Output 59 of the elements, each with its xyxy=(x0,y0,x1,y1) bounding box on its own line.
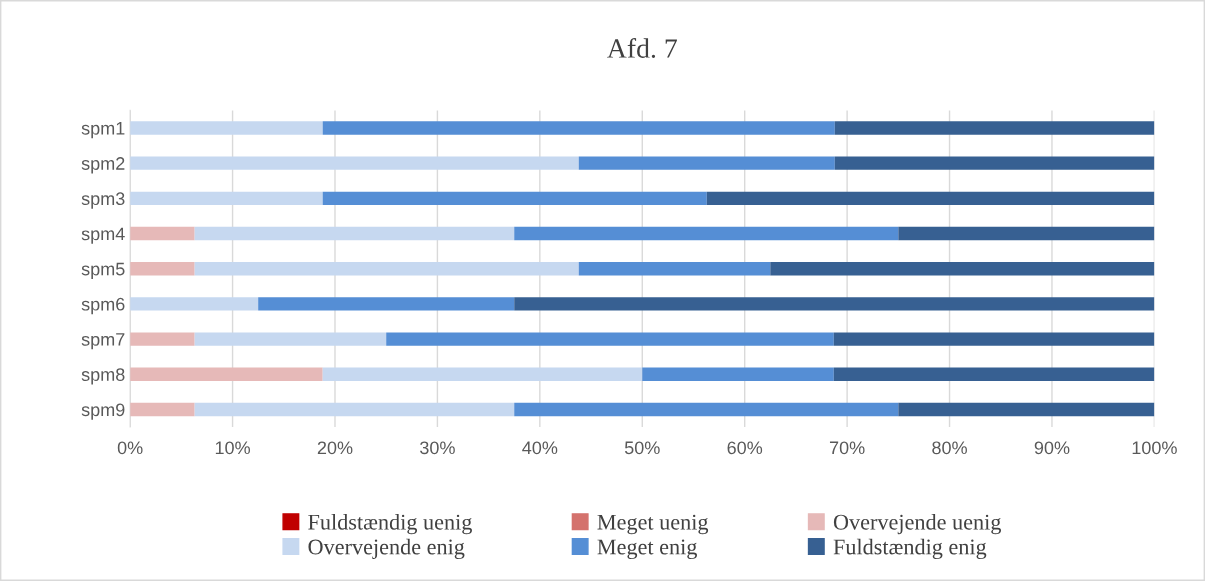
x-tick-label: 0% xyxy=(117,441,143,455)
x-tick-label: 100% xyxy=(1132,441,1177,455)
y-tick-label: spm7 xyxy=(81,333,125,350)
bar xyxy=(514,402,899,417)
bar xyxy=(833,367,1155,381)
bar xyxy=(706,191,1155,206)
bar xyxy=(130,121,323,135)
bar xyxy=(194,332,387,346)
bar xyxy=(898,402,1155,417)
bar xyxy=(833,332,1155,346)
bar xyxy=(322,191,707,206)
bar xyxy=(578,262,771,276)
bar xyxy=(322,121,835,135)
y-tick-label: spm6 xyxy=(81,297,125,315)
x-tick-label: 40% xyxy=(522,441,558,455)
x-tick-label: 80% xyxy=(932,441,967,455)
legend-label: Meget uenig xyxy=(597,514,709,535)
chart-title: Afd. 7 xyxy=(607,38,677,59)
bar xyxy=(898,226,1155,241)
x-tick-label: 70% xyxy=(829,441,865,455)
bar xyxy=(834,121,1155,135)
bar xyxy=(130,262,195,276)
y-tick-label: spm8 xyxy=(81,368,125,385)
legend-label: Overvejende enig xyxy=(308,538,465,560)
bar xyxy=(130,156,579,170)
bar xyxy=(258,297,515,311)
y-tick-label: spm4 xyxy=(81,227,125,244)
x-tick-label: 20% xyxy=(317,441,353,455)
y-tick-label: spm3 xyxy=(81,192,125,209)
bar xyxy=(514,297,1155,311)
y-tick-label: spm5 xyxy=(81,262,125,279)
bar xyxy=(130,226,195,241)
bar xyxy=(642,367,834,381)
bar xyxy=(130,402,195,417)
bar xyxy=(130,191,323,206)
legend-label: Fuldstændig uenig xyxy=(308,514,472,535)
y-tick-label: spm9 xyxy=(81,403,125,420)
bar xyxy=(194,226,515,241)
bar xyxy=(130,332,195,346)
bar xyxy=(514,226,899,241)
bar xyxy=(770,262,1155,276)
bar xyxy=(130,297,259,311)
bar xyxy=(194,262,579,276)
bar xyxy=(578,156,835,170)
legend-label: Fuldstændig enig xyxy=(833,538,987,560)
y-tick-label: spm1 xyxy=(81,122,125,139)
bar xyxy=(386,332,834,346)
bar xyxy=(834,156,1155,170)
x-tick-label: 60% xyxy=(727,441,763,455)
x-tick-label: 30% xyxy=(420,441,455,455)
y-tick-label: spm2 xyxy=(81,157,125,174)
x-tick-label: 10% xyxy=(215,441,250,455)
x-tick-label: 90% xyxy=(1034,441,1070,455)
legend-label: Overvejende uenig xyxy=(833,514,1001,535)
bar xyxy=(322,367,643,381)
bar xyxy=(130,367,323,381)
legend-label: Meget enig xyxy=(597,539,697,560)
bar xyxy=(194,402,515,417)
x-tick-label: 50% xyxy=(624,441,660,455)
